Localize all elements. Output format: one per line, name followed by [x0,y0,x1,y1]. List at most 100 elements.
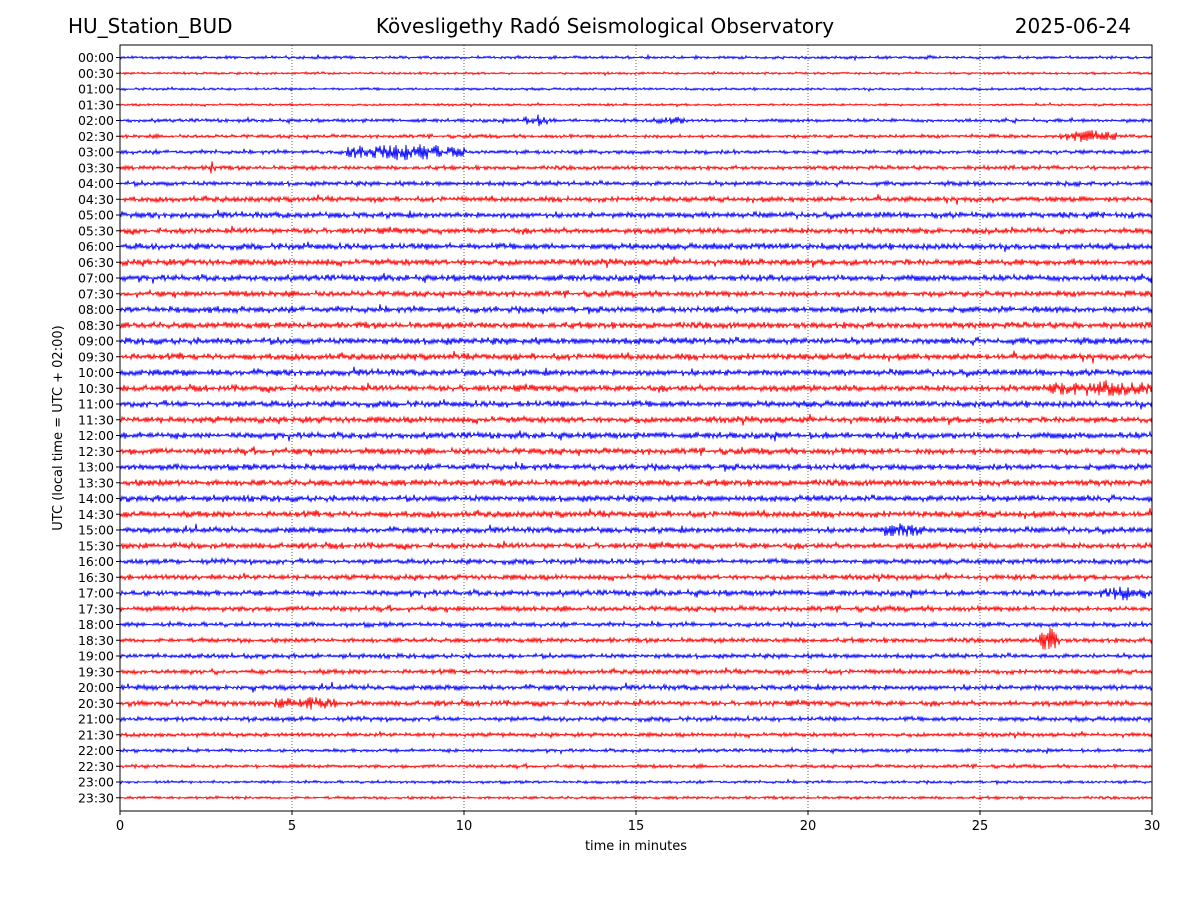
x-tick-label: 5 [288,819,296,834]
seismic-traces [119,53,1153,801]
y-tick-label: 07:00 [78,271,114,286]
trace-0800 [119,304,1153,315]
y-tick-label: 04:00 [78,176,114,191]
y-tick-label: 22:30 [78,759,114,774]
y-tick-label: 04:30 [78,192,114,207]
y-tick-label: 03:00 [78,145,114,160]
trace-0930 [119,350,1153,364]
y-tick-label: 09:30 [78,349,114,364]
trace-0630 [119,256,1153,268]
x-tick-label: 10 [456,819,473,834]
trace-2130 [119,730,1153,740]
trace-1600 [119,556,1153,567]
trace-2300 [119,778,1153,786]
y-tick-label: 00:30 [78,66,114,81]
y-tick-label: 06:30 [78,255,114,270]
trace-0400 [119,179,1153,189]
y-tick-label: 21:00 [78,712,114,727]
x-tick-label: 30 [1144,819,1161,834]
trace-1330 [119,477,1153,488]
trace-0300 [119,144,1153,161]
plot-area-background [120,45,1152,811]
y-tick-label: 21:30 [78,727,114,742]
trace-2200 [119,745,1153,756]
y-tick-label: 20:30 [78,696,114,711]
trace-0700 [119,272,1153,284]
trace-0430 [119,194,1153,205]
y-tick-label: 00:00 [78,50,114,65]
y-tick-label: 13:30 [78,475,114,490]
x-tick-labels: 0 5 10 15 20 25 30 [116,811,1160,834]
y-tick-label: 20:00 [78,680,114,695]
trace-1200 [119,430,1153,442]
y-tick-label: 03:30 [78,160,114,175]
y-tick-label: 15:00 [78,523,114,538]
trace-2330 [119,794,1153,801]
y-tick-label: 02:30 [78,129,114,144]
y-tick-label: 12:30 [78,444,114,459]
y-tick-label: 10:30 [78,381,114,396]
y-tick-label: 17:00 [78,586,114,601]
station-label: HU_Station_BUD [68,14,233,38]
y-tick-label: 05:30 [78,223,114,238]
trace-0530 [119,225,1153,236]
trace-1730 [119,603,1153,614]
trace-1530 [119,540,1153,551]
y-tick-label: 13:00 [78,460,114,475]
trace-2000 [119,681,1153,693]
trace-0900 [119,335,1153,346]
trace-0100 [119,86,1153,93]
trace-1800 [119,619,1153,629]
y-tick-label: 10:00 [78,365,114,380]
y-tick-label: 16:00 [78,554,114,569]
y-tick-label: 19:00 [78,649,114,664]
y-tick-label: 17:30 [78,601,114,616]
x-tick-label: 25 [972,819,989,834]
y-tick-label: 09:00 [78,334,114,349]
trace-0730 [119,288,1153,299]
trace-1000 [119,366,1153,378]
trace-1430 [119,508,1153,520]
trace-0030 [119,70,1153,77]
trace-0600 [119,241,1153,252]
trace-0000 [119,53,1153,62]
trace-0830 [119,320,1153,331]
y-tick-label: 16:30 [78,570,114,585]
y-tick-label: 15:30 [78,538,114,553]
y-tick-label: 14:30 [78,507,114,522]
trace-0200 [119,114,1153,127]
y-tick-label: 11:30 [78,412,114,427]
y-tick-label: 08:00 [78,302,114,317]
y-tick-label: 22:00 [78,743,114,758]
y-tick-label: 18:00 [78,617,114,632]
trace-0330 [119,161,1153,174]
trace-1100 [119,398,1153,410]
date-label: 2025-06-24 [1014,14,1131,38]
x-tick-label: 0 [116,819,124,834]
trace-1630 [119,572,1153,583]
trace-1930 [119,666,1153,677]
trace-1130 [119,414,1153,426]
y-tick-label: 12:00 [78,428,114,443]
x-tick-label: 15 [628,819,645,834]
y-tick-label: 23:00 [78,775,114,790]
y-tick-label: 01:00 [78,82,114,97]
y-tick-labels: 00:0000:3001:0001:3002:0002:3003:0003:30… [78,50,120,805]
y-tick-label: 19:30 [78,664,114,679]
trace-1030 [119,380,1153,397]
trace-1700 [119,586,1153,601]
y-tick-label: 02:00 [78,113,114,128]
trace-2230 [119,762,1153,771]
trace-1300 [119,461,1153,473]
x-tick-label: 20 [800,819,817,834]
trace-2100 [119,714,1153,724]
trace-1900 [119,651,1153,661]
y-axis-label: UTC (local time = UTC + 02:00) [51,325,66,530]
y-tick-label: 18:30 [78,633,114,648]
trace-2030 [119,696,1153,710]
y-tick-label: 23:30 [78,790,114,805]
y-tick-label: 05:00 [78,208,114,223]
y-tick-label: 01:30 [78,97,114,112]
x-axis-label: time in minutes [585,839,687,854]
